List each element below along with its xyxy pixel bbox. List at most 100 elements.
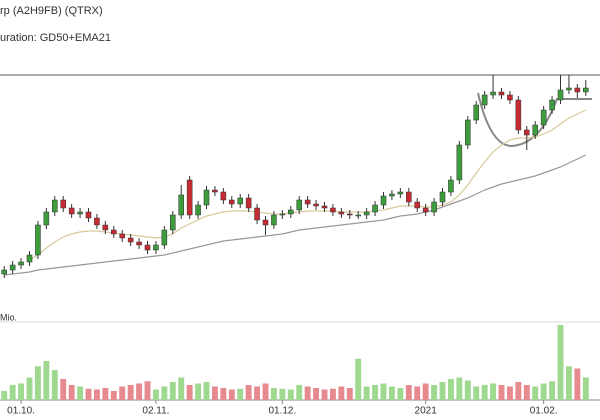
volume-bar xyxy=(304,386,311,400)
candle-body xyxy=(448,179,454,193)
candle-body xyxy=(195,204,201,216)
candle-body xyxy=(161,229,168,246)
volume-bar xyxy=(447,379,454,400)
volume-bar xyxy=(540,383,547,400)
candle-body xyxy=(574,87,581,93)
volume-bar xyxy=(346,388,353,400)
candle-body xyxy=(153,244,159,251)
candle-body xyxy=(35,224,41,256)
candle-body xyxy=(203,189,210,206)
candle-body xyxy=(439,191,446,203)
candle-body xyxy=(304,199,311,205)
candle-body xyxy=(481,94,488,106)
volume-bar xyxy=(211,386,218,400)
candle-body xyxy=(245,197,252,209)
volume-bar xyxy=(26,377,33,400)
candle-body xyxy=(490,91,496,96)
candle-body xyxy=(406,191,412,203)
candle-body xyxy=(540,109,547,126)
volume-bar xyxy=(195,383,202,400)
candle-body xyxy=(271,214,277,226)
candle-body xyxy=(136,241,142,246)
volume-bar xyxy=(270,388,277,400)
volume-bar xyxy=(456,377,463,400)
volume-bar xyxy=(18,383,25,400)
volume-bar xyxy=(34,366,41,400)
candle-body xyxy=(347,213,353,216)
candle-body xyxy=(18,261,24,266)
candle-body xyxy=(144,244,151,251)
candle-body xyxy=(313,203,319,207)
chart-title: rp (A2H9FB) (QTRX) xyxy=(0,5,103,17)
volume-bar xyxy=(9,385,16,400)
candle-body xyxy=(566,87,572,91)
volume-bar xyxy=(110,391,117,400)
volume-bar xyxy=(313,388,320,400)
candle-body xyxy=(60,199,66,209)
volume-bar xyxy=(186,385,193,400)
volume-bar xyxy=(136,383,143,400)
candle-body xyxy=(507,94,513,101)
volume-bar xyxy=(473,386,480,400)
volume-bar xyxy=(506,386,513,400)
volume-bar xyxy=(203,382,210,400)
volume-bar xyxy=(338,386,345,400)
candle-body xyxy=(380,195,387,206)
moving-average-line xyxy=(4,154,587,276)
x-tick-label: 2021 xyxy=(415,406,438,417)
candle-body xyxy=(414,201,420,209)
volume-bar xyxy=(161,386,168,400)
volume-bar xyxy=(228,389,235,400)
volume-bar xyxy=(582,377,589,400)
volume-bar xyxy=(372,385,379,400)
candle-body xyxy=(465,119,471,146)
candle-body xyxy=(26,254,33,263)
candle-body xyxy=(237,197,243,205)
cup-handle-pattern xyxy=(477,92,592,148)
volume-bar xyxy=(532,386,539,400)
volume-bar xyxy=(515,382,522,400)
candle-body xyxy=(220,191,227,201)
volume-bar xyxy=(431,385,438,400)
volume-bar xyxy=(574,368,581,400)
candle-body xyxy=(43,211,50,226)
volume-bar xyxy=(296,385,303,400)
candle-body xyxy=(431,201,437,213)
candle-body xyxy=(9,264,16,271)
volume-bar xyxy=(498,385,505,400)
volume-bar xyxy=(93,389,100,400)
candle-body xyxy=(338,211,345,215)
volume-bar xyxy=(523,385,530,400)
volume-bar xyxy=(279,388,286,400)
candle-body xyxy=(321,205,328,209)
volume-bar xyxy=(85,388,92,400)
candle-body xyxy=(330,207,336,213)
volume-bar xyxy=(490,383,497,400)
candle-body xyxy=(212,189,218,193)
candle-body xyxy=(127,237,134,243)
volume-bar xyxy=(380,383,387,400)
volume-bar xyxy=(178,377,185,400)
candle-body xyxy=(186,179,193,216)
volume-bar xyxy=(439,382,446,400)
volume-bar xyxy=(144,381,151,400)
volume-bar xyxy=(414,386,421,400)
volume-bar xyxy=(77,386,84,400)
volume-bar xyxy=(565,366,572,400)
volume-bar xyxy=(355,358,362,400)
candle-body xyxy=(296,199,302,211)
candle-body xyxy=(94,217,100,226)
volume-bar xyxy=(1,391,8,400)
moving-average-line xyxy=(29,109,587,261)
candle-body xyxy=(254,207,260,221)
candle-body xyxy=(262,219,269,226)
candle-body xyxy=(119,233,125,239)
volume-bar xyxy=(481,385,488,400)
volume-bar xyxy=(169,382,176,400)
volume-label: Mio. xyxy=(0,312,17,322)
volume-bar xyxy=(397,388,404,400)
volume-bar xyxy=(287,389,294,400)
candle-body xyxy=(170,214,176,231)
volume-bar xyxy=(321,389,328,400)
candle-body xyxy=(229,199,235,205)
